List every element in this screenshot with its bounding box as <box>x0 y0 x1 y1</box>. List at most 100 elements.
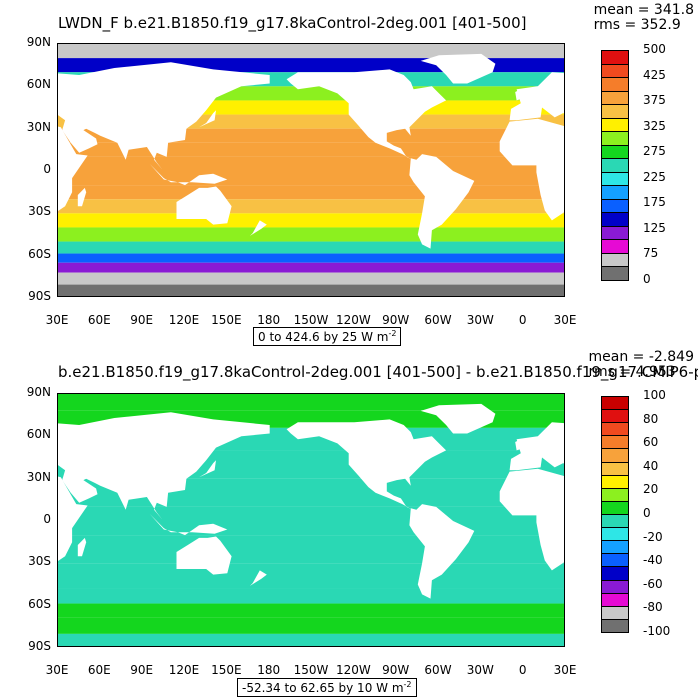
colorbar-swatch <box>601 448 629 463</box>
map-band <box>58 535 564 564</box>
lat-tick-label: 90N <box>26 35 51 49</box>
map-band <box>58 156 564 171</box>
colorbar-label: -20 <box>643 529 663 544</box>
colorbar-swatch <box>601 435 629 450</box>
colorbar-swatch <box>601 104 629 119</box>
lon-tick-label: 30E <box>45 663 69 677</box>
colorbar-swatch <box>601 579 629 594</box>
bottom-mean-stat: mean = -2.849 rms = 4.953 <box>589 350 694 380</box>
colorbar-label: 325 <box>643 118 666 133</box>
land-mask-newzealand <box>249 220 267 236</box>
lat-tick-label: 0 <box>43 162 51 176</box>
top-colorbar: 500 425 375 325 275 225 175 125 75 0 <box>601 42 691 288</box>
map-band <box>58 199 564 214</box>
map-band <box>58 227 564 242</box>
colorbar-swatch <box>601 185 629 200</box>
land-mask-japan <box>199 460 216 478</box>
colorbar-swatch <box>601 540 629 555</box>
colorbar-label: 225 <box>643 169 666 184</box>
colorbar-swatch <box>601 409 629 424</box>
land-mask-greenland <box>420 403 496 434</box>
bottom-map-svg <box>58 394 564 646</box>
lon-tick-label: 60W <box>424 663 452 677</box>
colorbar-label: 125 <box>643 220 666 235</box>
colorbar-swatch <box>601 592 629 607</box>
lon-tick-label: 30E <box>553 313 577 327</box>
land-mask-greenland <box>420 53 496 84</box>
land-mask-eurasia <box>509 422 564 471</box>
top-map-panel: LWDN_F b.e21.B1850.f19_g17.8kaControl-2d… <box>26 3 694 346</box>
lon-tick-label: 60W <box>424 313 452 327</box>
map-band <box>58 142 564 157</box>
colorbar-swatch <box>601 422 629 437</box>
land-mask-britain <box>515 439 526 451</box>
top-units-label: 0 to 424.6 by 25 W m-2 <box>253 327 402 346</box>
colorbar-label: 275 <box>643 144 666 159</box>
colorbar-swatch <box>601 131 629 146</box>
lon-tick-label: 120W <box>335 313 371 327</box>
land-mask-australia <box>176 536 232 575</box>
lat-tick-label: 30S <box>28 554 51 569</box>
bottom-units-exp: -2 <box>403 680 412 689</box>
colorbar-swatch <box>601 212 629 227</box>
colorbar-label: 0 <box>643 506 651 520</box>
colorbar-swatch <box>601 553 629 568</box>
map-band <box>58 253 564 263</box>
lon-tick-label: 90E <box>130 663 154 677</box>
bottom-units-label: -52.34 to 62.65 by 10 W m-2 <box>237 678 417 697</box>
bottom-map-title: b.e21.B1850.f19_g17.8kaControl-2deg.001 … <box>58 363 698 381</box>
top-units-text: 0 to 424.6 by 25 W m <box>258 330 389 344</box>
colorbar-label: 75 <box>643 246 659 261</box>
lat-tick-label: 90S <box>28 289 51 303</box>
lon-tick-label: 120E <box>168 313 200 327</box>
colorbar-swatch <box>601 527 629 542</box>
top-mean-stat: mean = 341.8 rms = 352.9 <box>594 3 694 33</box>
lon-tick-label: 150E <box>211 663 242 677</box>
colorbar-label: 500 <box>643 42 666 56</box>
lon-tick-label: 150E <box>211 313 242 327</box>
lat-tick-label: 30N <box>26 119 51 134</box>
map-band <box>58 272 564 285</box>
bottom-map-plot-area <box>57 393 565 647</box>
map-band <box>58 588 564 604</box>
colorbar-swatch <box>601 198 629 214</box>
lat-tick-label: 0 <box>43 512 51 526</box>
land-mask-africa <box>499 118 564 221</box>
map-band <box>58 506 564 536</box>
colorbar-swatch <box>601 158 629 173</box>
colorbar-label: 20 <box>643 482 659 497</box>
top-map-title: LWDN_F b.e21.B1850.f19_g17.8kaControl-2d… <box>58 14 527 32</box>
colorbar-label: 60 <box>643 435 659 450</box>
land-mask-northAmerica <box>286 419 447 510</box>
land-mask-africa <box>499 468 564 571</box>
land-mask-britain <box>515 89 526 101</box>
lon-tick-label: 60E <box>87 663 111 677</box>
top-map-svg <box>58 44 564 296</box>
lat-tick-label: 90N <box>26 385 51 399</box>
land-mask-japan <box>199 110 216 128</box>
land-mask-northAmerica <box>286 69 447 160</box>
land-mask-newzealand <box>249 570 267 586</box>
lon-tick-label: 180 <box>257 663 281 677</box>
map-band <box>58 241 564 254</box>
colorbar-swatch <box>601 117 629 133</box>
land-mask-australia <box>176 186 232 225</box>
colorbar-label: 375 <box>643 93 666 108</box>
lon-tick-label: 90W <box>382 313 410 327</box>
lon-tick-label: 30E <box>45 313 69 327</box>
colorbar-label: 80 <box>643 411 659 426</box>
colorbar-label: 0 <box>643 272 651 286</box>
colorbar-swatch <box>601 605 629 620</box>
lat-tick-label: 60N <box>26 77 51 92</box>
colorbar-swatch <box>601 487 629 502</box>
colorbar-swatch <box>601 77 629 92</box>
map-band <box>58 262 564 273</box>
colorbar-swatch <box>601 90 629 106</box>
bottom-mean-value: mean = -2.849 <box>588 349 694 365</box>
map-band <box>58 603 564 618</box>
land-mask-eurasia <box>58 412 270 520</box>
colorbar-label: -40 <box>643 553 663 568</box>
colorbar-swatch <box>601 566 629 581</box>
lat-tick-label: 60S <box>28 246 51 261</box>
colorbar-swatch <box>601 144 629 160</box>
